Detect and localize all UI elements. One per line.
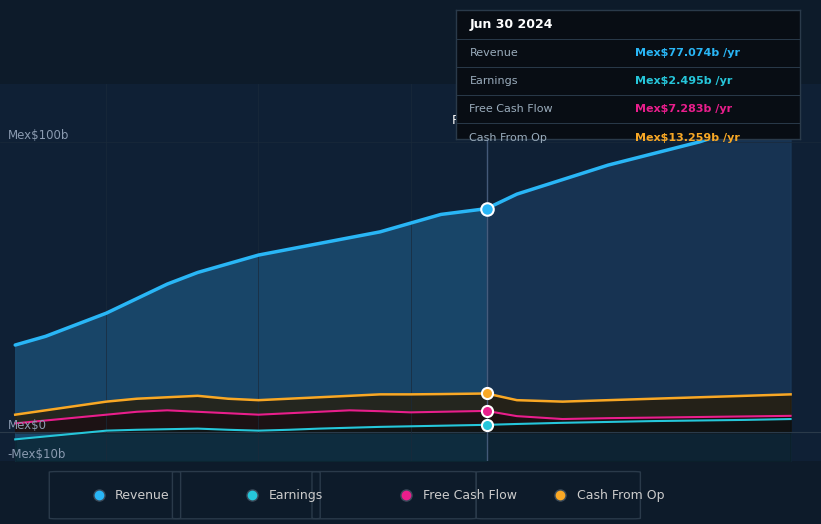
Text: Past: Past bbox=[452, 114, 477, 127]
Text: Revenue: Revenue bbox=[470, 48, 518, 58]
Text: Cash From Op: Cash From Op bbox=[470, 133, 548, 143]
Text: Mex$7.283b /yr: Mex$7.283b /yr bbox=[635, 104, 732, 114]
Text: Mex$0: Mex$0 bbox=[7, 419, 47, 432]
Text: Cash From Op: Cash From Op bbox=[576, 489, 664, 501]
Text: Free Cash Flow: Free Cash Flow bbox=[423, 489, 516, 501]
Text: Earnings: Earnings bbox=[470, 76, 518, 86]
Text: Mex$13.259b /yr: Mex$13.259b /yr bbox=[635, 133, 740, 143]
Text: -Mex$10b: -Mex$10b bbox=[7, 448, 66, 461]
Text: Mex$100b: Mex$100b bbox=[7, 129, 69, 142]
Text: Jun 30 2024: Jun 30 2024 bbox=[470, 18, 553, 31]
Text: Mex$77.074b /yr: Mex$77.074b /yr bbox=[635, 48, 740, 58]
Text: Free Cash Flow: Free Cash Flow bbox=[470, 104, 553, 114]
Text: Revenue: Revenue bbox=[115, 489, 170, 501]
Text: Earnings: Earnings bbox=[269, 489, 323, 501]
Text: Analysts Forecasts: Analysts Forecasts bbox=[496, 114, 612, 127]
Text: Mex$2.495b /yr: Mex$2.495b /yr bbox=[635, 76, 732, 86]
